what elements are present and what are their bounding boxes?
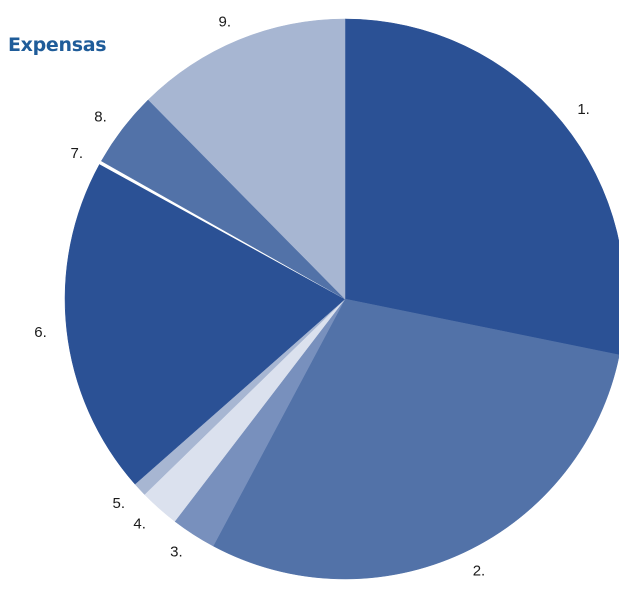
pie-slice-6 (64, 163, 346, 485)
slice-label-5: 5. (113, 495, 126, 512)
slice-label-4: 4. (133, 515, 146, 532)
slice-label-6: 6. (34, 324, 47, 341)
pie-slice-1 (344, 18, 619, 356)
slice-label-3: 3. (170, 543, 183, 560)
slice-label-8: 8. (94, 109, 107, 126)
pie-slice-9 (147, 18, 346, 300)
chart-title: Expensas (8, 34, 107, 56)
slice-label-1: 1. (577, 101, 590, 118)
slice-label-2: 2. (473, 562, 486, 579)
slice-label-7: 7. (71, 145, 84, 162)
pie-slice-2 (212, 298, 619, 580)
slice-label-9: 9. (219, 13, 232, 30)
